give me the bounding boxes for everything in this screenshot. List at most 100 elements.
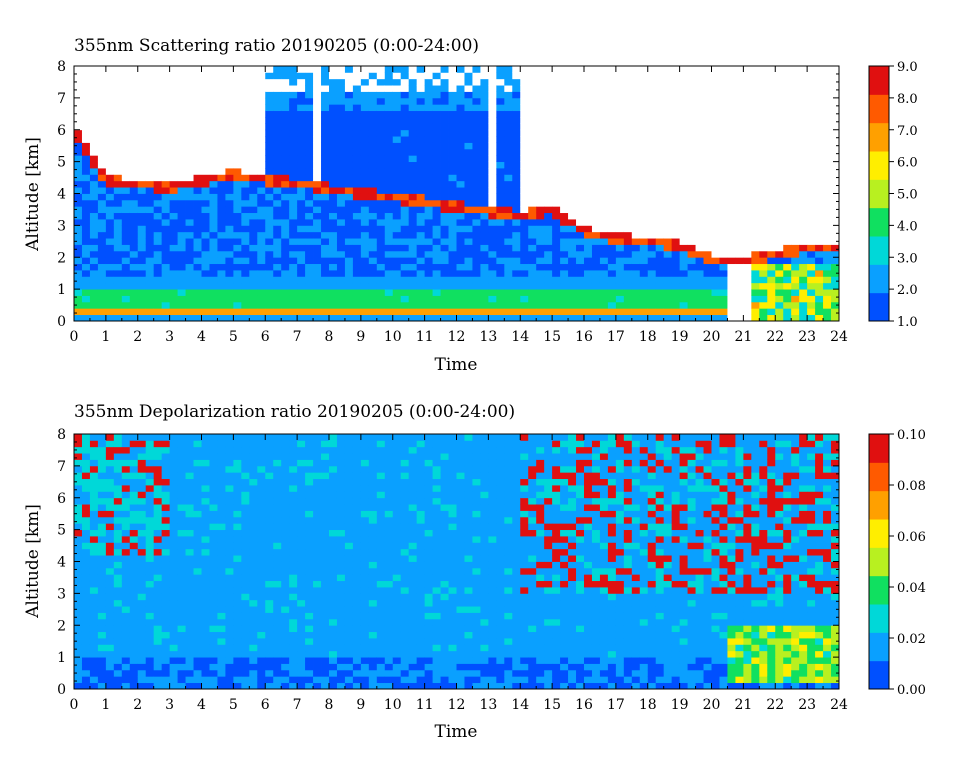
scattering-heatmap-cell (711, 257, 720, 265)
scattering-heatmap-cell (352, 238, 362, 245)
scattering-heatmap-cell (679, 225, 688, 233)
depolarization-heatmap-cell (113, 631, 123, 639)
scattering-heatmap-cell (384, 308, 394, 316)
depolarization-heatmap-cell (225, 638, 234, 645)
depolarization-heatmap-cell (145, 669, 155, 677)
scattering-heatmap-cell (153, 136, 163, 143)
scattering-heatmap-cell (145, 263, 155, 271)
scattering-heatmap-cell (281, 104, 290, 112)
scattering-heatmap-cell (735, 193, 744, 201)
scattering-heatmap-cell (281, 289, 290, 296)
scattering-heatmap-cell (193, 257, 202, 265)
depolarization-heatmap-cell (233, 510, 242, 518)
scattering-heatmap-cell (352, 219, 362, 226)
scattering-heatmap-cell (456, 142, 465, 150)
scattering-heatmap-cell (161, 238, 171, 245)
scattering-heatmap-cell (488, 314, 497, 322)
scattering-heatmap-cell (313, 117, 322, 124)
scattering-heatmap-cell (599, 231, 609, 239)
depolarization-heatmap-cell (113, 625, 123, 633)
scattering-heatmap-cell (432, 72, 441, 80)
scattering-heatmap-cell (464, 187, 473, 194)
depolarization-heatmap-cell (113, 593, 123, 601)
scattering-heatmap-cell (647, 174, 657, 182)
scattering-heatmap-cell (528, 314, 537, 322)
scattering-heatmap-cell (568, 282, 577, 290)
scattering-heatmap-cell (599, 110, 609, 118)
scattering-heatmap-cell (416, 91, 426, 99)
scattering-heatmap-cell (416, 289, 426, 296)
scattering-heatmap-cell (145, 289, 155, 296)
scattering-heatmap-cell (408, 168, 418, 175)
scattering-heatmap-cell (153, 155, 163, 163)
scattering-heatmap-cell (807, 104, 816, 112)
scattering-heatmap-cell (815, 219, 824, 226)
scattering-heatmap-cell (448, 238, 457, 245)
scattering-heatmap-cell (631, 225, 641, 233)
scattering-heatmap-cell (74, 78, 83, 86)
depolarization-heatmap-cell (153, 631, 163, 639)
scattering-heatmap-cell (799, 129, 808, 137)
scattering-heatmap-cell (440, 238, 449, 245)
scattering-heatmap-cell (695, 168, 704, 175)
scattering-heatmap-cell (703, 104, 712, 112)
scattering-heatmap-cell (209, 270, 218, 277)
scattering-heatmap-cell (448, 276, 457, 284)
scattering-heatmap-cell (209, 206, 218, 214)
depolarization-heatmap-cell (169, 434, 178, 441)
scattering-heatmap-cell (623, 161, 633, 169)
scattering-heatmap-cell (655, 91, 665, 99)
scattering-heatmap-cell (655, 174, 665, 182)
scattering-heatmap-cell (233, 97, 242, 105)
scattering-heatmap-cell (480, 78, 489, 86)
scattering-heatmap-cell (544, 104, 553, 112)
scattering-heatmap-cell (496, 212, 505, 220)
depolarization-heatmap-cell (89, 434, 99, 441)
depolarization-heatmap-cell (89, 606, 99, 613)
scattering-heatmap-cell (424, 270, 433, 277)
scattering-heatmap-cell (480, 129, 489, 137)
scattering-heatmap-cell (241, 110, 250, 118)
scattering-heatmap-cell (775, 123, 784, 131)
scattering-heatmap-cell (169, 142, 178, 150)
scattering-heatmap-cell (823, 174, 832, 182)
depolarization-heatmap-cell (185, 638, 194, 645)
scattering-heatmap-cell (663, 136, 673, 143)
scattering-heatmap-cell (241, 72, 250, 80)
scattering-heatmap-cell (384, 161, 394, 169)
depolarization-heatmap-cell (74, 663, 83, 671)
depolarization-heatmap-cell (113, 650, 123, 658)
scattering-heatmap-cell (209, 85, 218, 92)
depolarization-heatmap-cell (225, 599, 234, 607)
scattering-heatmap-cell (185, 148, 194, 156)
scattering-heatmap-cell (400, 295, 410, 303)
scattering-heatmap-cell (121, 174, 131, 182)
scattering-heatmap-cell (735, 219, 744, 226)
scattering-heatmap-cell (265, 212, 274, 220)
scattering-heatmap-cell (607, 117, 617, 124)
scattering-heatmap-cell (496, 308, 505, 316)
scattering-heatmap-cell (815, 193, 824, 201)
scattering-heatmap-cell (448, 85, 457, 92)
scattering-heatmap-cell (233, 174, 242, 182)
depolarization-heatmap-cell (89, 650, 99, 658)
scattering-heatmap-cell (671, 212, 681, 220)
depolarization-heatmap-cell (161, 669, 171, 677)
scattering-heatmap-cell (336, 250, 346, 258)
scattering-heatmap-cell (831, 295, 840, 303)
scattering-heatmap-cell (687, 206, 696, 214)
scattering-heatmap-cell (735, 257, 744, 265)
scattering-heatmap-cell (560, 180, 569, 188)
scattering-heatmap-cell (440, 180, 449, 188)
scattering-heatmap-cell (209, 295, 218, 303)
scattering-heatmap-cell (791, 244, 800, 252)
scattering-heatmap-cell (512, 301, 521, 309)
scattering-chart-title: 355nm Scattering ratio 20190205 (0:00-24… (74, 36, 479, 56)
scattering-heatmap-cell (161, 314, 171, 322)
scattering-heatmap-cell (225, 231, 234, 239)
depolarization-heatmap-cell (217, 669, 226, 677)
depolarization-heatmap-cell (121, 644, 131, 652)
scattering-heatmap-cell (448, 123, 457, 131)
scattering-heatmap-cell (480, 136, 489, 143)
depolarization-heatmap-cell (121, 465, 131, 473)
